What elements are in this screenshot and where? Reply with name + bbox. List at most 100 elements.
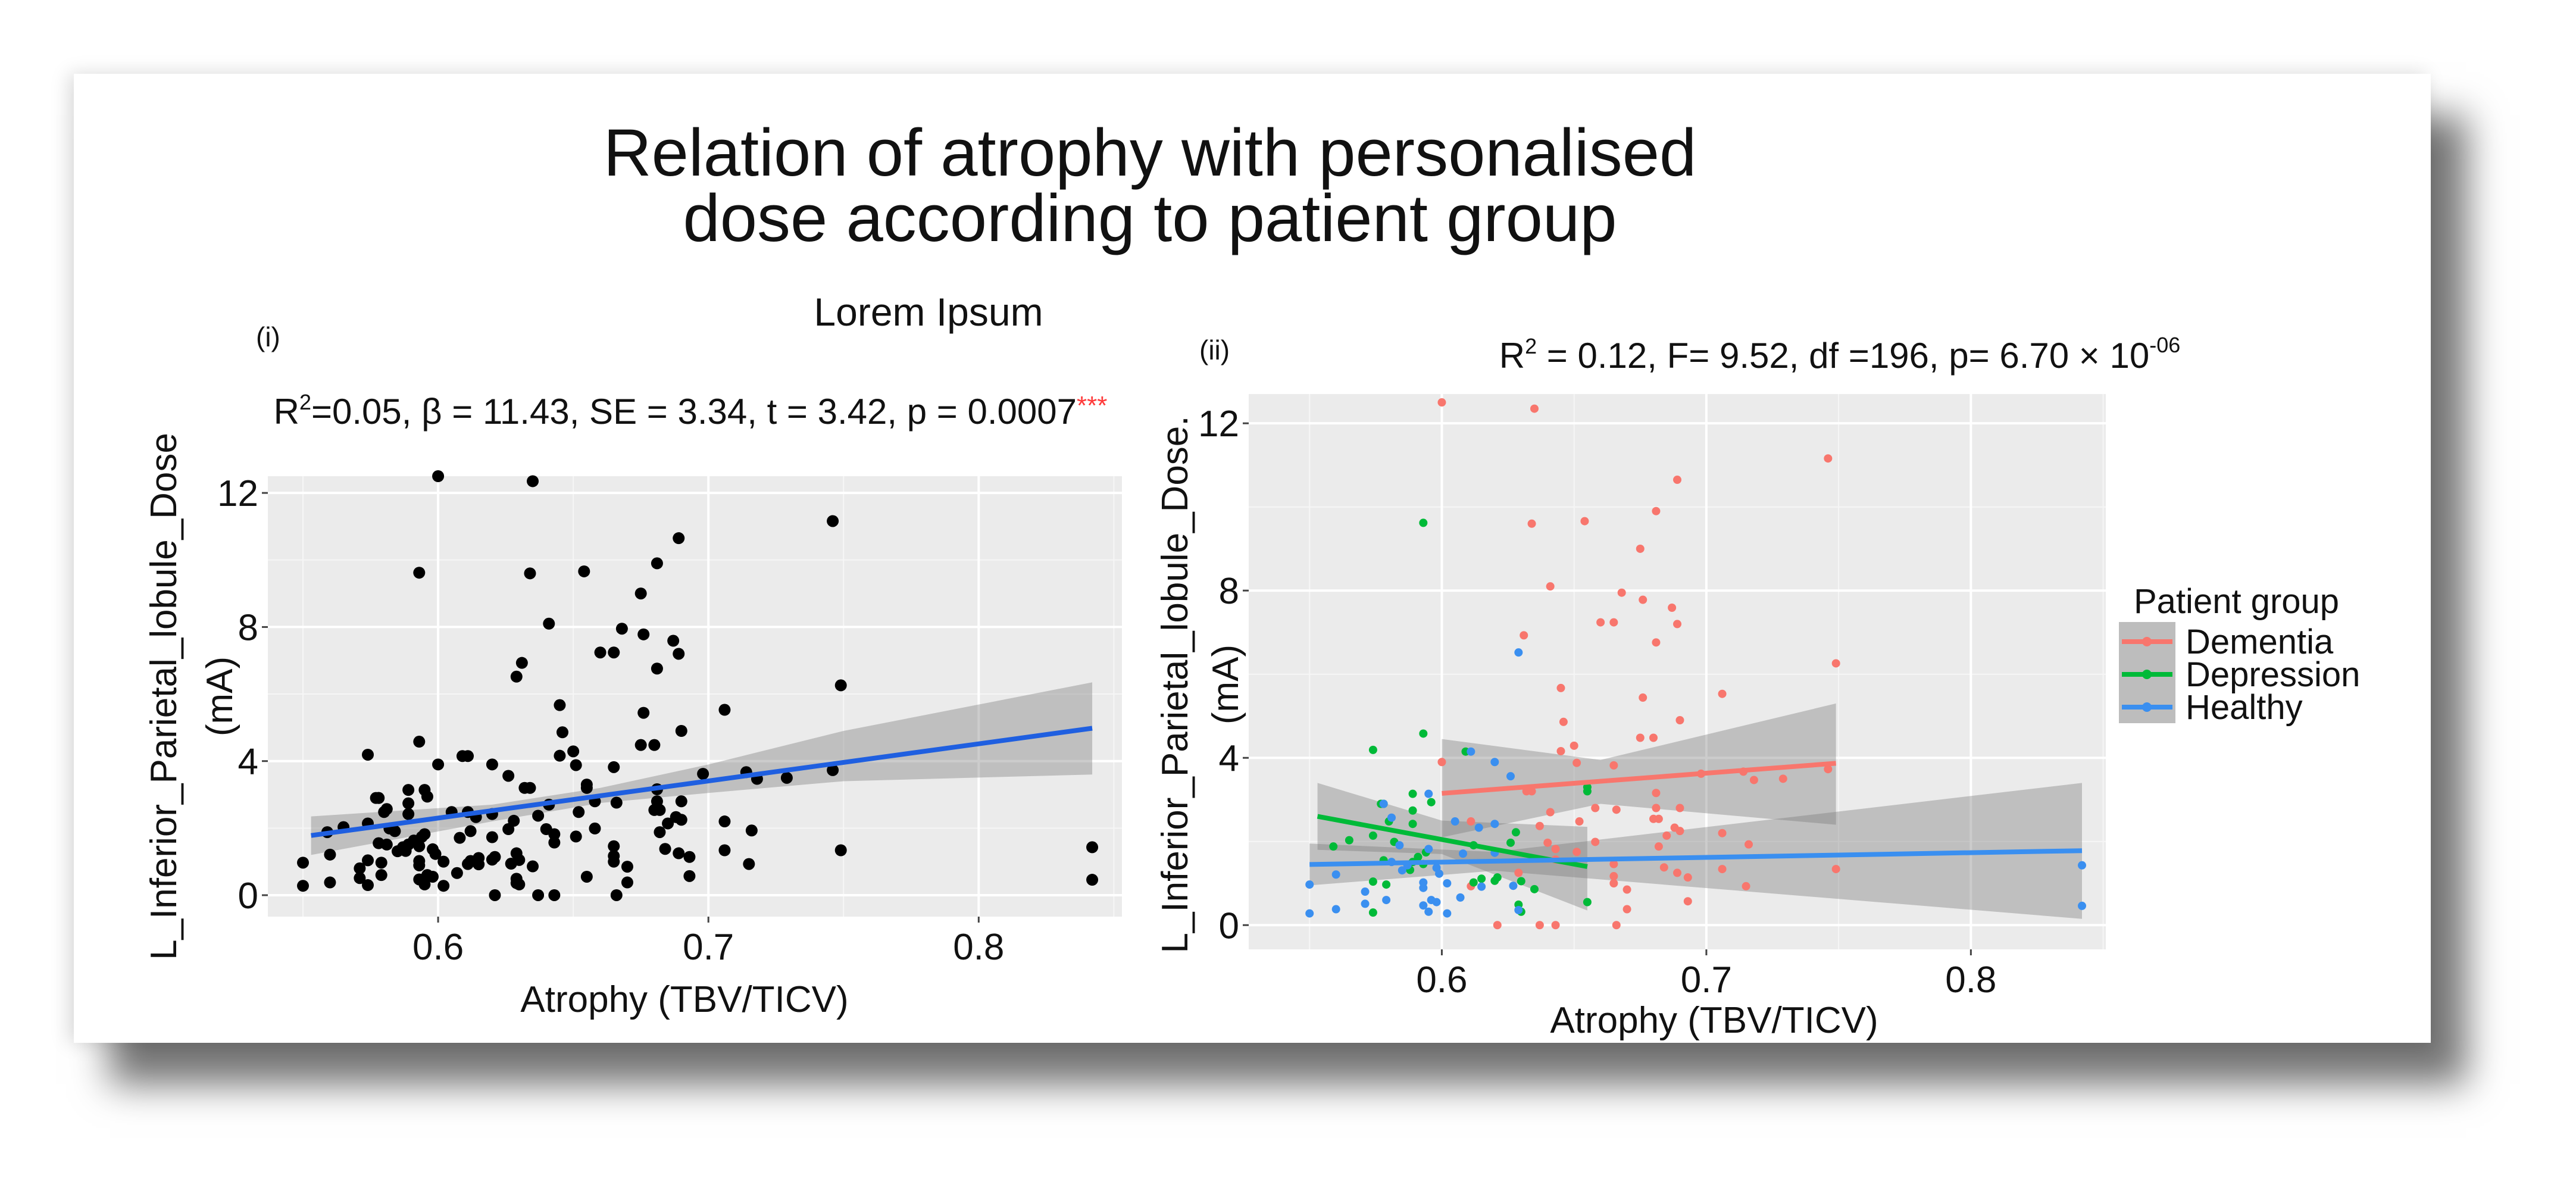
- data-point-dementia: [1718, 689, 1727, 698]
- scatter-panel-i: 0.6 0.7 0.8 0 4 8 12: [217, 470, 1122, 968]
- panel-label-i: (i): [256, 321, 280, 352]
- data-point-dementia: [1573, 848, 1581, 857]
- x-tick-label: 0.7: [683, 927, 734, 968]
- data-point-dementia: [1673, 476, 1681, 485]
- stats-sup: 2: [299, 390, 311, 414]
- figure-subtitle: Lorem Ipsum: [814, 290, 1043, 334]
- data-point-depression: [1368, 877, 1377, 886]
- data-point-depression: [1583, 898, 1592, 907]
- x-tick-label: 0.8: [953, 927, 1004, 968]
- data-point: [437, 880, 450, 892]
- data-point-healthy: [1419, 883, 1428, 892]
- data-point: [675, 814, 687, 826]
- data-point-healthy: [1459, 849, 1467, 858]
- data-point: [610, 889, 623, 901]
- legend-label-depression: Depression: [2186, 655, 2360, 694]
- data-point-dementia: [1749, 776, 1758, 784]
- data-point: [637, 628, 650, 640]
- y-tick-label: 12: [217, 473, 258, 514]
- data-point: [673, 648, 685, 660]
- data-point-dementia: [1718, 829, 1727, 837]
- data-point-dementia: [1543, 838, 1552, 847]
- data-point: [610, 796, 623, 809]
- data-point: [718, 844, 731, 857]
- confidence-band-healthy: [1309, 783, 2082, 919]
- data-point-depression: [1506, 838, 1515, 847]
- data-point-healthy: [1474, 823, 1483, 832]
- data-point: [486, 758, 498, 771]
- data-point-dementia: [1673, 868, 1681, 877]
- data-point-healthy: [1361, 899, 1370, 908]
- data-point-depression: [1329, 842, 1338, 851]
- data-point-dementia: [1612, 921, 1621, 930]
- data-point: [413, 736, 426, 748]
- data-point-dementia: [1639, 693, 1647, 702]
- data-point: [548, 889, 561, 901]
- x-tick-label: 0.8: [1945, 959, 1996, 1001]
- data-point-depression: [1477, 874, 1486, 883]
- scatter-panel-ii: 0.6 0.7 0.8 0 4 8 12: [1198, 394, 2106, 1001]
- data-point: [524, 782, 536, 794]
- figure-title-line1: Relation of atrophy with personalised: [604, 115, 1697, 190]
- data-point: [634, 739, 647, 751]
- data-point-healthy: [1305, 880, 1314, 889]
- data-point-depression: [1414, 852, 1423, 861]
- significance-stars: ***: [1077, 391, 1107, 420]
- data-point-dementia: [1556, 683, 1565, 692]
- data-point-healthy: [1514, 648, 1523, 657]
- data-point-healthy: [1450, 817, 1459, 826]
- data-point: [543, 617, 555, 630]
- data-point-dementia: [1556, 746, 1565, 755]
- data-point: [651, 662, 663, 675]
- data-point-dementia: [1718, 865, 1727, 874]
- data-point-healthy: [1456, 893, 1465, 902]
- data-point-dementia: [1675, 827, 1684, 836]
- data-point-dementia: [1654, 842, 1663, 851]
- data-point-healthy: [1398, 866, 1406, 875]
- data-point-dementia: [1745, 840, 1753, 849]
- data-point: [297, 857, 310, 869]
- data-point-dementia: [1636, 544, 1645, 553]
- data-point: [373, 792, 385, 804]
- y-axis-title-ii-line1: L_Inferior_Parietal_lobule_Dose.: [1155, 415, 1196, 953]
- data-point: [297, 880, 310, 892]
- data-point: [667, 634, 680, 647]
- data-point: [380, 838, 393, 851]
- data-point: [527, 475, 539, 487]
- data-point-healthy: [1443, 879, 1452, 887]
- data-point: [515, 657, 528, 669]
- data-point-healthy: [1490, 758, 1499, 767]
- figure-title-line2: dose according to patient group: [683, 181, 1617, 255]
- data-point-healthy: [1506, 772, 1515, 781]
- data-point: [391, 845, 404, 858]
- data-point: [510, 670, 523, 683]
- data-point: [780, 771, 793, 784]
- data-point: [489, 889, 501, 901]
- data-point: [615, 623, 628, 635]
- data-point-dementia: [1493, 921, 1502, 930]
- data-point-depression: [1408, 820, 1417, 829]
- data-point-dementia: [1675, 715, 1684, 724]
- data-point-depression: [1419, 729, 1428, 738]
- data-point-healthy: [1395, 841, 1404, 850]
- data-point: [375, 857, 387, 869]
- data-point: [570, 830, 582, 843]
- stats-exp: -06: [2149, 333, 2180, 357]
- data-point-dementia: [1824, 454, 1833, 463]
- data-point-dementia: [1467, 817, 1475, 826]
- data-point-depression: [1382, 880, 1391, 889]
- data-point: [589, 822, 601, 834]
- data-point-dementia: [1609, 859, 1618, 868]
- legend-label-dementia: Dementia: [2186, 623, 2334, 661]
- data-point: [654, 804, 666, 816]
- data-point-dementia: [1530, 404, 1539, 413]
- data-point: [418, 878, 431, 890]
- data-point: [324, 848, 336, 861]
- data-point-depression: [1517, 877, 1525, 886]
- data-point-depression: [1408, 789, 1417, 798]
- data-point: [402, 797, 415, 809]
- data-point: [413, 567, 426, 579]
- y-tick-label: 4: [1219, 738, 1239, 779]
- data-point-healthy: [1432, 898, 1441, 907]
